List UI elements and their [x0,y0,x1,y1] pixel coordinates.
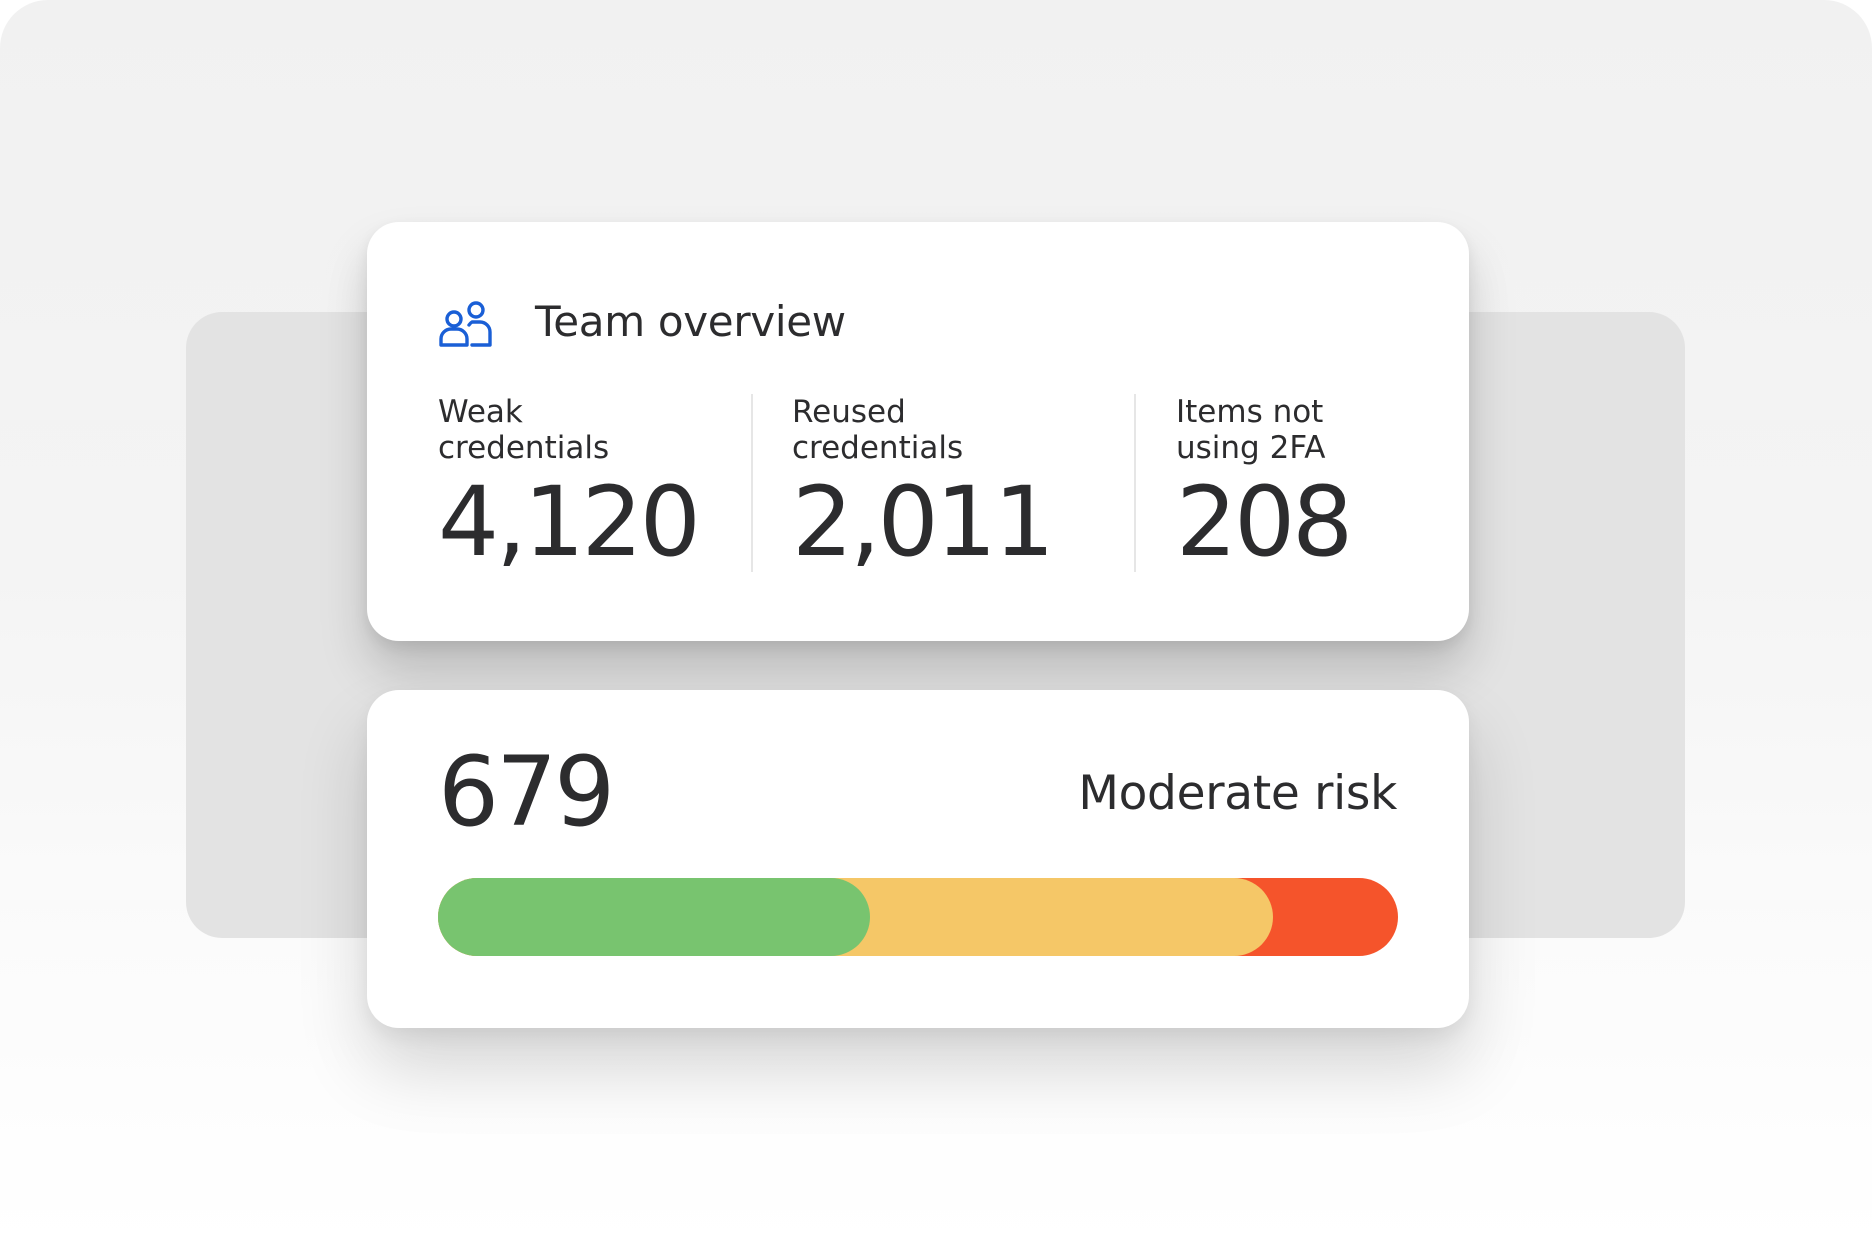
stat-reused-credentials: Reused credentials 2,011 [792,394,1055,578]
stat-divider [1134,394,1136,572]
stat-label: Weak credentials [438,394,610,466]
stat-items-not-using-2fa: Items not using 2FA 208 [1176,394,1406,574]
risk-segment-low [438,878,870,956]
risk-score-value: 679 [438,736,615,848]
stat-divider [751,394,753,572]
team-overview-card: Team overview Weak credentials 4,120 Reu… [367,222,1469,641]
stat-value: 208 [1176,466,1353,578]
stat-weak-credentials: Weak credentials 4,120 [438,394,701,578]
card-title: Team overview [535,297,846,346]
risk-score-card: 679 Moderate risk [367,690,1469,1028]
stat-value: 2,011 [792,466,1055,578]
stat-value: 4,120 [438,466,701,578]
team-users-icon [439,301,492,347]
risk-meter-bar [438,878,1398,956]
stat-label: Items not using 2FA [1176,394,1326,466]
risk-level-label: Moderate risk [1078,766,1397,821]
stat-label: Reused credentials [792,394,964,466]
